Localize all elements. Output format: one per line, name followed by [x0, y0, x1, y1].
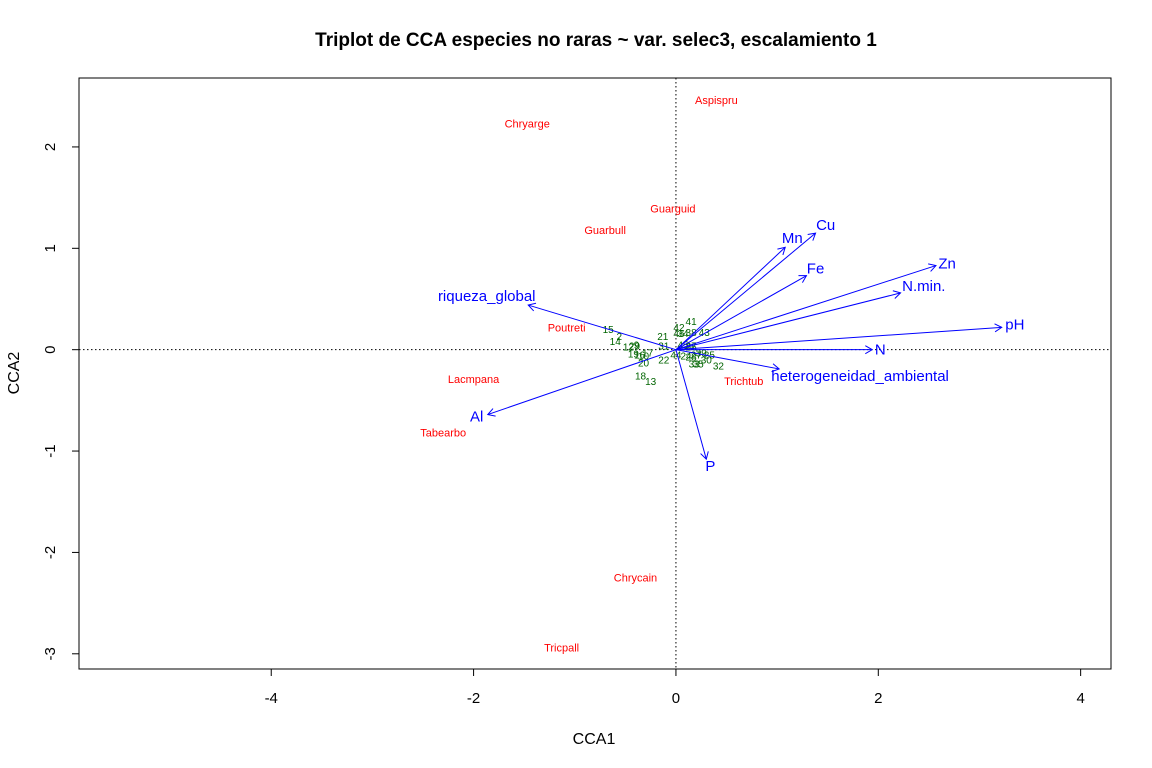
- env-arrowhead: [865, 345, 874, 355]
- site-label: 39: [696, 348, 708, 359]
- env-arrowhead: [700, 451, 709, 461]
- env-arrow: [675, 265, 937, 351]
- site-label: 16: [634, 350, 646, 361]
- env-arrowhead: [777, 246, 786, 256]
- env-arrow: [675, 349, 780, 370]
- species-label: Trichtub: [724, 376, 763, 388]
- site-label: 37: [686, 341, 698, 352]
- x-tick-label: 2: [874, 690, 882, 707]
- env-label: Mn: [782, 230, 803, 247]
- env-arrowhead: [798, 275, 808, 283]
- y-tick-label: -2: [42, 546, 59, 559]
- site-label: 20: [638, 359, 650, 370]
- site-label: 9: [634, 340, 640, 351]
- env-arrow: [675, 292, 901, 351]
- site-label: 10: [638, 351, 650, 362]
- env-arrowhead: [994, 323, 1003, 333]
- y-tick-label: 0: [42, 346, 59, 354]
- env-label: riqueza_global: [438, 288, 536, 305]
- site-label: 12: [623, 342, 635, 353]
- env-arrowhead: [771, 363, 781, 373]
- site-label: 33: [689, 360, 701, 371]
- y-tick-label: -1: [42, 444, 59, 457]
- species-label: Poutreti: [548, 322, 586, 334]
- x-axis-label: CCA1: [573, 731, 616, 748]
- site-label: 27: [691, 350, 703, 361]
- species-scores: Aspispru Chryarge Guarguid Guarbull Poutreti…: [420, 95, 763, 654]
- plot-frame: [78, 77, 1112, 670]
- site-label: 26: [686, 342, 698, 353]
- site-label: 44: [670, 350, 682, 361]
- species-label: Tabearbo: [420, 428, 466, 440]
- species-label: Aspispru: [695, 95, 738, 107]
- env-arrowhead: [807, 232, 817, 241]
- x-tick-label: -2: [467, 690, 480, 707]
- site-label: 32: [713, 362, 725, 373]
- species-label: Tricpall: [544, 643, 579, 655]
- site-label: 22: [658, 355, 670, 366]
- site-label: 18: [635, 372, 647, 383]
- site-label: 2: [617, 332, 623, 343]
- env-arrowhead: [928, 263, 937, 272]
- site-label: 29: [629, 341, 641, 352]
- y-axis-label: CCA2: [6, 352, 23, 395]
- env-label: Fe: [807, 261, 825, 278]
- x-axis: -4 -2 0 2 4: [265, 668, 1085, 707]
- y-axis: -3 -2 -1 0 1 2: [42, 143, 80, 660]
- species-label: Guarguid: [650, 204, 695, 216]
- x-tick-label: -4: [265, 690, 278, 707]
- env-label: Al: [470, 409, 483, 426]
- env-arrow: [675, 326, 1002, 351]
- env-label: Cu: [816, 217, 835, 234]
- x-tick-label: 4: [1076, 690, 1084, 707]
- site-label: 41: [686, 317, 698, 328]
- site-label: 34: [677, 329, 689, 340]
- x-tick-label: 0: [672, 690, 680, 707]
- env-arrow: [487, 349, 677, 416]
- species-label: Chryarge: [505, 119, 550, 131]
- site-label: 13: [645, 377, 657, 388]
- env-label: N.min.: [902, 278, 945, 295]
- y-tick-label: 1: [42, 244, 59, 252]
- env-arrow: [675, 275, 807, 351]
- site-label: 35: [693, 360, 705, 371]
- env-label: pH: [1005, 316, 1024, 333]
- env-label: N: [875, 342, 886, 359]
- env-arrowhead: [486, 408, 496, 417]
- env-label: Zn: [938, 255, 956, 272]
- site-label: 30: [701, 355, 713, 366]
- site-label: 24: [680, 351, 692, 362]
- site-label: 31: [658, 341, 670, 352]
- env-arrow: [675, 246, 786, 351]
- species-label: Lacmpana: [448, 374, 500, 386]
- site-label: 19: [628, 349, 640, 360]
- env-label: heterogeneidad_ambiental: [771, 368, 949, 385]
- species-label: Guarbull: [584, 225, 626, 237]
- site-label: 14: [610, 337, 622, 348]
- site-label: 42: [673, 323, 685, 334]
- env-label: P: [705, 458, 715, 475]
- site-label: 17: [642, 348, 654, 359]
- env-arrow: [675, 232, 816, 351]
- env-arrowhead: [892, 290, 902, 299]
- site-label: 28: [686, 352, 698, 363]
- reference-lines: [79, 78, 1111, 669]
- env-arrowhead: [527, 302, 537, 312]
- y-tick-label: 2: [42, 143, 59, 151]
- env-arrow: [675, 349, 707, 460]
- site-label: 21: [657, 332, 669, 343]
- species-label: Chrycain: [614, 573, 657, 585]
- y-tick-label: -3: [42, 647, 59, 660]
- site-label: 46: [673, 329, 685, 340]
- site-label: 38: [686, 328, 698, 339]
- site-label: 15: [603, 325, 615, 336]
- env-arrow: [528, 304, 677, 351]
- chart-title: Triplot de CCA especies no raras ~ var. …: [315, 30, 877, 51]
